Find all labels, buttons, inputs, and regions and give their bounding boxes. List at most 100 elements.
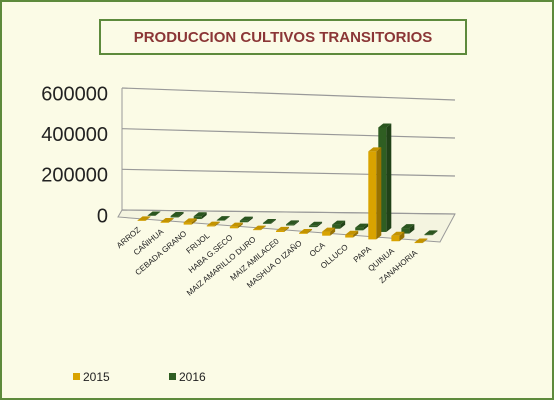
- bar: [262, 219, 276, 224]
- bar-side: [432, 230, 438, 236]
- title-box: [99, 19, 467, 55]
- bar-top: [160, 217, 174, 222]
- bar-top: [286, 220, 299, 225]
- bar-front: [276, 230, 284, 232]
- bar-front: [378, 127, 387, 232]
- bar-front: [216, 220, 225, 221]
- bar-side: [340, 220, 346, 229]
- bar-side: [307, 229, 313, 234]
- bar-side: [294, 220, 299, 226]
- bar-front: [286, 224, 294, 226]
- bar-front: [391, 235, 400, 242]
- bar-front: [401, 228, 410, 234]
- bar-top: [276, 226, 289, 231]
- bar: [322, 227, 336, 236]
- bar: [229, 222, 243, 229]
- bar-front: [368, 151, 377, 240]
- grid-line: [121, 209, 456, 215]
- bar-top: [378, 123, 392, 128]
- bar-side: [191, 218, 197, 225]
- bar-top: [309, 221, 323, 226]
- bar: [252, 225, 266, 231]
- bar-top: [252, 225, 266, 230]
- bar-top: [391, 231, 405, 236]
- bar: [378, 123, 392, 232]
- y-tick-label: 0: [97, 205, 108, 227]
- bar-front: [170, 216, 179, 218]
- legend-label: 2016: [179, 370, 206, 384]
- bar-top: [137, 216, 151, 221]
- bar-top: [193, 212, 207, 217]
- bar-side: [422, 238, 428, 244]
- bar-side: [224, 216, 230, 221]
- bar-side: [386, 123, 392, 232]
- bar: [193, 212, 207, 220]
- y-tick-label: 600000: [41, 83, 108, 105]
- bar-side: [353, 230, 359, 238]
- bar-side: [330, 227, 336, 236]
- bar: [276, 226, 289, 232]
- bar-top: [424, 230, 438, 235]
- bar-front: [160, 221, 169, 223]
- bar: [332, 220, 346, 229]
- bar-front: [206, 225, 215, 227]
- bar: [160, 217, 174, 223]
- bar-front: [345, 234, 354, 238]
- bar-top: [401, 224, 415, 229]
- bar: [299, 229, 313, 234]
- bar-front: [332, 224, 341, 229]
- grid-line: [121, 128, 456, 139]
- bar-top: [262, 219, 276, 224]
- bar: [183, 218, 197, 225]
- bar-top: [239, 216, 253, 221]
- legend-label: 2015: [83, 370, 110, 384]
- bar: [239, 216, 253, 223]
- bar-top: [147, 211, 161, 216]
- bar-top: [183, 218, 197, 223]
- bar-top: [216, 216, 230, 221]
- bar-top: [332, 220, 346, 225]
- bar-side: [317, 221, 323, 228]
- legend-swatch: [169, 373, 176, 380]
- bar-front: [229, 226, 238, 229]
- grid-line: [121, 87, 456, 101]
- bar-front: [424, 234, 433, 236]
- y-tick-label: 200000: [41, 165, 108, 187]
- grid-line: [121, 168, 456, 177]
- bar-front: [183, 222, 192, 225]
- y-tick-label: 400000: [41, 124, 108, 146]
- bar-top: [322, 227, 336, 232]
- bar-top: [368, 147, 382, 152]
- bar-top: [345, 230, 359, 235]
- bar: [391, 231, 405, 242]
- bar-front: [322, 231, 331, 236]
- bar-top: [170, 212, 184, 217]
- bar: [401, 224, 415, 234]
- bar-front: [193, 216, 202, 220]
- bar-side: [260, 225, 266, 231]
- bar-front: [309, 225, 318, 228]
- bar-side: [178, 212, 184, 218]
- bar: [368, 147, 382, 240]
- chart-title: PRODUCCION CULTIVOS TRANSITORIOS: [134, 29, 433, 46]
- bar-side: [363, 223, 369, 231]
- bar-side: [237, 222, 243, 229]
- bar-front: [252, 229, 261, 231]
- bar: [170, 212, 184, 218]
- bar-top: [206, 221, 220, 226]
- bar-front: [137, 220, 146, 221]
- bar-front: [239, 220, 248, 223]
- bar-top: [355, 223, 369, 228]
- bar: [147, 211, 161, 216]
- bar-side: [247, 216, 253, 223]
- bar-side: [376, 147, 382, 240]
- bar-front: [414, 242, 423, 244]
- bar-top: [414, 238, 428, 243]
- bar: [286, 220, 299, 226]
- bar: [137, 216, 151, 221]
- bar-side: [409, 224, 415, 234]
- bar: [424, 230, 438, 236]
- bar-side: [284, 226, 289, 232]
